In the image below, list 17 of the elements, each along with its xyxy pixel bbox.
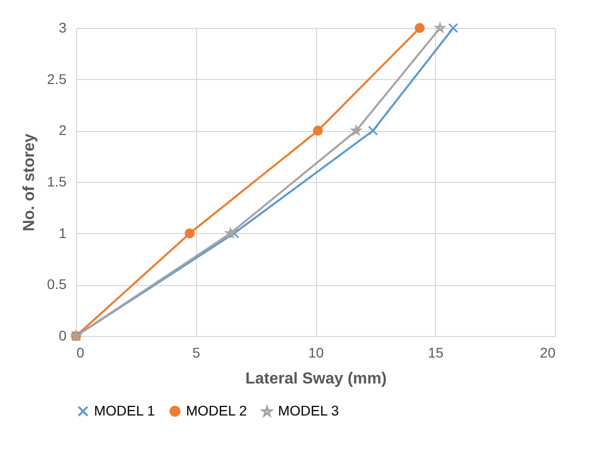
x-tick-label: 5 [192,344,200,360]
y-axis-title: No. of storey [21,134,38,232]
y-tick-label: 0 [58,328,67,344]
y-tick-label: 0.5 [47,276,67,292]
legend-label: MODEL 3 [278,402,340,419]
y-tick-label: 1 [58,224,67,241]
x-tick-label: 0 [76,344,84,360]
x-tick-label: 20 [540,344,556,360]
y-tick-label: 1.5 [47,174,67,190]
y-tick-label: 3 [58,20,67,36]
legend-label: MODEL 1 [94,402,156,418]
legend-label: MODEL 2 [186,402,248,418]
y-tick-label: 2 [58,122,67,138]
y-tick-label: 2.5 [47,70,67,87]
x-tick-label: 10 [308,344,324,360]
x-tick-label: 15 [428,344,444,360]
x-axis-title: Lateral Sway (mm) [245,370,387,388]
